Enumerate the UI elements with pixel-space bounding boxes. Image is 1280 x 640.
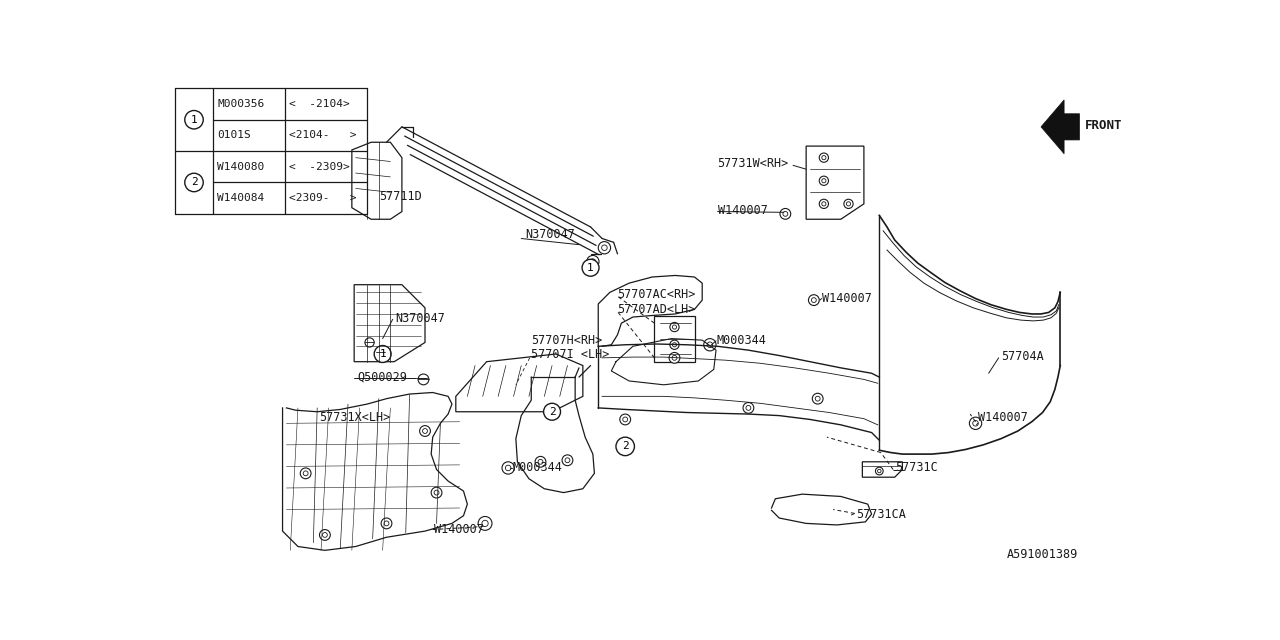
Circle shape <box>783 211 787 216</box>
Circle shape <box>623 417 627 422</box>
Circle shape <box>616 437 635 456</box>
Text: W140084: W140084 <box>218 193 265 203</box>
Circle shape <box>582 259 599 276</box>
Circle shape <box>303 471 308 476</box>
Text: <2309-   >: <2309- > <box>289 193 356 203</box>
Circle shape <box>822 156 826 160</box>
Circle shape <box>812 298 817 303</box>
Circle shape <box>598 241 611 254</box>
Circle shape <box>669 323 680 332</box>
Circle shape <box>844 199 854 209</box>
Circle shape <box>742 403 754 413</box>
Polygon shape <box>1041 100 1079 154</box>
Text: 57707AD<LH>: 57707AD<LH> <box>617 303 696 316</box>
Text: 2: 2 <box>191 177 197 188</box>
Circle shape <box>846 202 851 206</box>
Text: M000344: M000344 <box>512 461 562 474</box>
Text: 1: 1 <box>588 263 594 273</box>
Circle shape <box>320 529 330 540</box>
Circle shape <box>323 532 328 538</box>
Text: 57707I <LH>: 57707I <LH> <box>531 348 609 361</box>
Text: 57731CA: 57731CA <box>856 508 906 521</box>
Circle shape <box>815 396 820 401</box>
Circle shape <box>562 455 573 466</box>
Text: 57731C: 57731C <box>895 461 937 474</box>
Circle shape <box>809 294 819 305</box>
Circle shape <box>502 462 515 474</box>
Text: 0101S: 0101S <box>218 131 251 140</box>
Circle shape <box>365 338 374 347</box>
Text: W140007: W140007 <box>978 412 1028 424</box>
Text: FRONT: FRONT <box>1085 119 1123 132</box>
Circle shape <box>184 173 204 192</box>
Text: 57704A: 57704A <box>1001 350 1043 363</box>
Text: 2: 2 <box>549 407 556 417</box>
Text: Q500029: Q500029 <box>357 371 407 383</box>
Text: N370047: N370047 <box>396 312 445 325</box>
Circle shape <box>374 346 392 362</box>
Circle shape <box>479 516 492 531</box>
Text: W140007: W140007 <box>434 523 484 536</box>
Circle shape <box>819 199 828 209</box>
Circle shape <box>878 469 881 473</box>
Text: N370047: N370047 <box>525 228 575 241</box>
Text: <  -2104>: < -2104> <box>289 99 349 109</box>
Text: W140080: W140080 <box>218 162 265 172</box>
Circle shape <box>590 259 595 264</box>
Circle shape <box>381 518 392 529</box>
Text: W140007: W140007 <box>822 292 872 305</box>
Circle shape <box>384 521 389 526</box>
Text: 57707H<RH>: 57707H<RH> <box>531 335 603 348</box>
Circle shape <box>586 255 599 268</box>
Circle shape <box>431 487 442 498</box>
Circle shape <box>707 342 713 348</box>
Circle shape <box>620 414 631 425</box>
Circle shape <box>822 202 826 206</box>
Circle shape <box>419 374 429 385</box>
Circle shape <box>669 353 680 364</box>
Circle shape <box>420 426 430 436</box>
Text: 57731W<RH>: 57731W<RH> <box>718 157 788 170</box>
Text: W140007: W140007 <box>718 204 768 216</box>
Circle shape <box>564 458 570 463</box>
Circle shape <box>538 460 543 464</box>
Circle shape <box>376 348 385 357</box>
Circle shape <box>506 465 511 471</box>
Text: 1: 1 <box>191 115 197 125</box>
Circle shape <box>184 111 204 129</box>
Text: M000344: M000344 <box>716 335 765 348</box>
Text: <  -2309>: < -2309> <box>289 162 349 172</box>
Circle shape <box>813 393 823 404</box>
Circle shape <box>973 420 978 426</box>
Circle shape <box>819 153 828 163</box>
Text: 57711D: 57711D <box>379 189 421 203</box>
Text: A591001389: A591001389 <box>1006 548 1078 561</box>
Circle shape <box>672 342 677 347</box>
Circle shape <box>602 245 607 250</box>
Circle shape <box>746 406 751 410</box>
Circle shape <box>780 209 791 220</box>
Circle shape <box>672 325 677 329</box>
Circle shape <box>704 339 716 351</box>
Text: 57731X<LH>: 57731X<LH> <box>319 412 390 424</box>
Circle shape <box>544 403 561 420</box>
Circle shape <box>535 456 545 467</box>
Text: <2104-   >: <2104- > <box>289 131 356 140</box>
Text: 57707AC<RH>: 57707AC<RH> <box>617 288 696 301</box>
Text: M000356: M000356 <box>218 99 265 109</box>
Circle shape <box>876 467 883 475</box>
Circle shape <box>669 340 680 349</box>
Circle shape <box>483 520 488 527</box>
Circle shape <box>819 176 828 186</box>
Circle shape <box>672 355 677 360</box>
Circle shape <box>434 490 439 495</box>
Text: 1: 1 <box>379 349 387 359</box>
Circle shape <box>822 179 826 183</box>
Text: 2: 2 <box>622 442 628 451</box>
Circle shape <box>301 468 311 479</box>
Circle shape <box>422 429 428 433</box>
Circle shape <box>969 417 982 429</box>
